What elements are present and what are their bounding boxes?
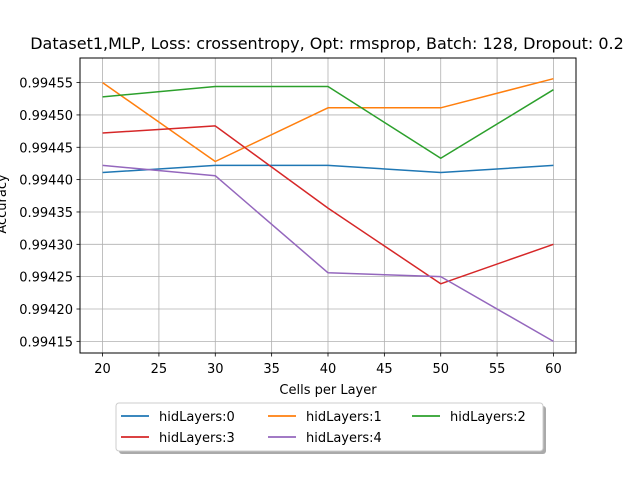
y-axis-label: Accuracy [0,174,10,234]
y-tick-label: 0.99420 [19,303,73,318]
series-line-4 [102,164,554,343]
series-line-1 [102,77,554,163]
y-tick-label: 0.99435 [19,206,73,221]
legend-label-0: hidLayers:0 [159,410,235,425]
x-tick-label: 60 [545,362,562,377]
y-tick-label: 0.99415 [19,335,73,350]
legend-label-4: hidLayers:4 [306,431,382,446]
legend-label-1: hidLayers:1 [306,410,382,425]
legend: hidLayers:0 hidLayers:1 hidLayers:2 hidLaye… [115,402,546,454]
series-line-2 [102,85,554,160]
legend-box [115,402,544,452]
axis-ticks: 20 25 30 35 40 45 50 55 60 0.99415 0.99420 0.99425 0… [19,77,561,377]
x-tick-label: 50 [432,362,449,377]
x-axis-label: Cells per Layer [279,383,377,398]
x-tick-label: 40 [320,362,337,377]
legend-label-2: hidLayers:2 [450,410,526,425]
y-tick-label: 0.99440 [19,174,73,189]
x-tick-label: 20 [94,362,111,377]
grid [80,58,576,353]
y-tick-label: 0.99430 [19,238,73,253]
y-tick-label: 0.99425 [19,271,73,286]
legend-label-3: hidLayers:3 [159,431,235,446]
y-tick-label: 0.99445 [19,141,73,156]
x-tick-label: 25 [151,362,168,377]
chart-title: Dataset1,MLP, Loss: crossentropy, Opt: r… [30,34,624,53]
y-tick-label: 0.99455 [19,77,73,92]
series-line-3 [102,125,554,285]
y-tick-label: 0.99450 [19,109,73,124]
x-tick-label: 35 [263,362,280,377]
x-tick-label: 45 [376,362,393,377]
series-line-0 [102,164,554,174]
x-tick-label: 30 [207,362,224,377]
series-lines [102,77,554,343]
x-tick-label: 55 [489,362,506,377]
